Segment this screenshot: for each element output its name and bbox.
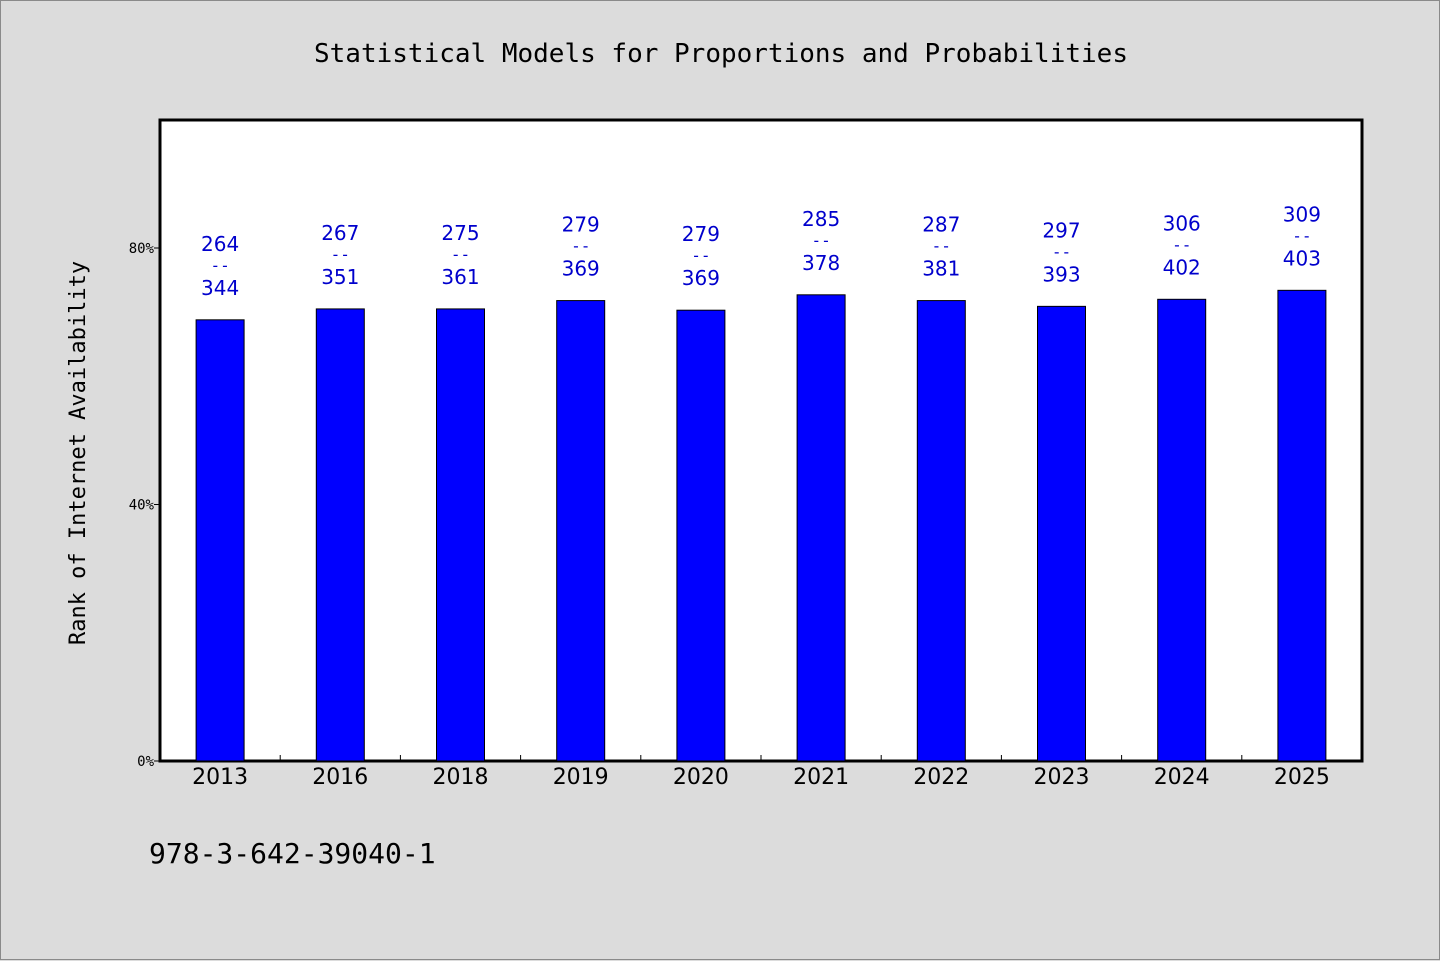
data-label-bottom-2019: 369 (562, 257, 600, 281)
bar-2025 (1277, 289, 1327, 762)
data-label-top-2024: 306 (1163, 211, 1201, 235)
data-label-bottom-2025: 403 (1283, 246, 1321, 270)
data-label-sep-2022: -- (932, 237, 951, 256)
x-tick-label-2024: 2024 (1154, 765, 1210, 790)
data-label-sep-2025: -- (1292, 226, 1311, 245)
bar-2021 (796, 294, 846, 762)
x-tick-label-2020: 2020 (673, 765, 729, 790)
x-tick-label-2022: 2022 (913, 765, 969, 790)
chart-title: Statistical Models for Proportions and P… (314, 39, 1128, 69)
data-label-top-2020: 279 (682, 222, 720, 246)
data-label-top-2025: 309 (1283, 202, 1321, 226)
x-tick-label-2019: 2019 (553, 765, 609, 790)
data-label-sep-2013: -- (210, 256, 229, 275)
bars-layer (195, 289, 1327, 762)
data-label-bottom-2020: 369 (682, 266, 720, 290)
x-tick-label-2023: 2023 (1034, 765, 1090, 790)
data-label-bottom-2021: 378 (802, 251, 840, 275)
x-tick-label-2025: 2025 (1274, 765, 1330, 790)
bar-2013 (195, 319, 245, 762)
data-label-sep-2018: -- (451, 245, 470, 264)
data-label-top-2019: 279 (562, 213, 600, 237)
data-label-top-2021: 285 (802, 207, 840, 231)
bar-2023 (1037, 305, 1086, 762)
bar-2018 (436, 308, 485, 762)
data-label-bottom-2024: 402 (1163, 255, 1201, 279)
data-label-top-2013: 264 (201, 232, 239, 256)
bar-2019 (556, 300, 606, 762)
x-tick-label-2018: 2018 (433, 765, 489, 790)
x-tick-label-2021: 2021 (793, 765, 849, 790)
y-tick-label: 0% (137, 754, 154, 770)
bar-2016 (315, 308, 365, 762)
x-tick-label-2016: 2016 (312, 765, 368, 790)
data-labels-layer: 264--344267--351275--361279--369279--369… (201, 202, 1321, 299)
data-label-bottom-2018: 361 (441, 265, 479, 289)
data-label-bottom-2013: 344 (201, 276, 239, 300)
y-axis-label: Rank of Internet Availability (66, 261, 91, 645)
y-tick-label: 80% (129, 241, 155, 257)
data-label-sep-2021: -- (811, 231, 830, 250)
bar-2020 (676, 309, 726, 762)
data-label-sep-2019: -- (571, 237, 590, 256)
data-label-top-2022: 287 (922, 213, 960, 237)
data-label-sep-2024: -- (1172, 235, 1191, 254)
bar-2022 (916, 300, 966, 762)
data-label-bottom-2016: 351 (321, 265, 359, 289)
data-label-sep-2023: -- (1052, 242, 1071, 261)
data-label-top-2016: 267 (321, 221, 359, 245)
data-label-sep-2016: -- (331, 245, 350, 264)
data-label-bottom-2023: 393 (1042, 262, 1080, 286)
y-tick-label: 40% (129, 498, 155, 514)
data-label-bottom-2022: 381 (922, 257, 960, 281)
isbn-footer: 978-3-642-39040-1 (149, 837, 436, 870)
data-label-top-2023: 297 (1042, 218, 1080, 242)
x-tick-label-2013: 2013 (192, 765, 248, 790)
data-label-top-2018: 275 (441, 221, 479, 245)
y-axis-ticks: 0% 40% 80% (129, 241, 160, 770)
bar-2024 (1157, 298, 1207, 762)
data-label-sep-2020: -- (691, 246, 710, 265)
x-axis-ticks: 2013 2016 2018 2019 2020 2021 2022 2023 2024 2025 (192, 755, 1330, 790)
